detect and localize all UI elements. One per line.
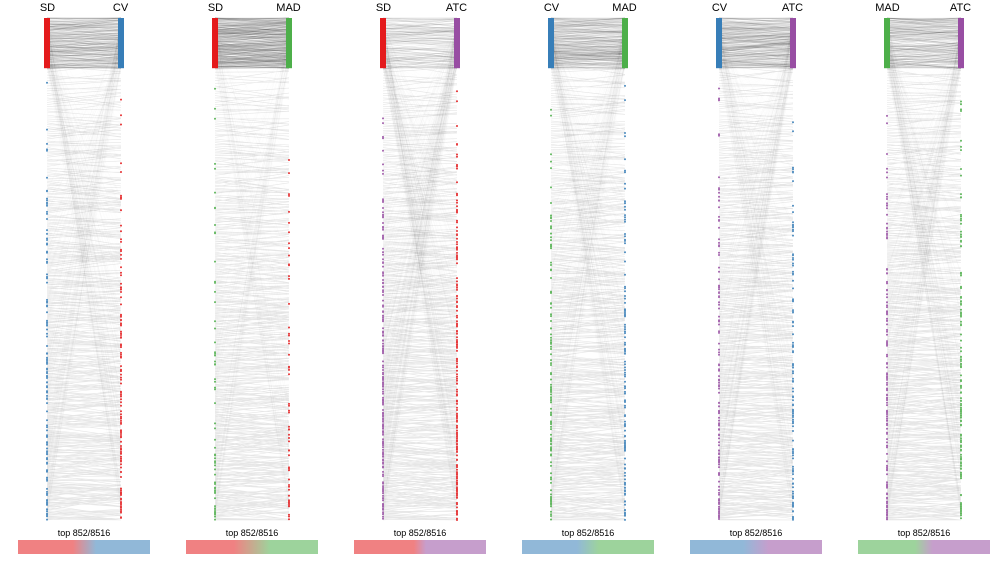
caption: top 852/8516 [505, 528, 671, 538]
tanglegram-svg [169, 0, 335, 560]
swatch-overlap [915, 540, 934, 554]
legend [354, 540, 487, 554]
tanglegram-svg [841, 0, 1007, 560]
swatch-atc [426, 540, 486, 554]
swatch-sd [186, 540, 234, 554]
caption: top 852/8516 [169, 528, 335, 538]
tanglegram-svg [505, 0, 671, 560]
panel-grid: SDCVtop 852/8516SDMADtop 852/8516SDATCto… [0, 0, 1008, 576]
swatch-sd [18, 540, 73, 554]
swatch-overlap [73, 540, 96, 554]
legend [858, 540, 991, 554]
tanglegram-svg [673, 0, 839, 560]
tanglegram-svg [337, 0, 503, 560]
caption: top 852/8516 [1, 528, 167, 538]
swatch-overlap [577, 540, 598, 554]
tanglegram-svg [1, 0, 167, 560]
swatch-mad [270, 540, 318, 554]
swatch-overlap [234, 540, 271, 554]
swatch-cv [690, 540, 743, 554]
legend [18, 540, 151, 554]
panel-cv-atc: CVATCtop 852/8516 [673, 0, 839, 560]
swatch-cv [522, 540, 578, 554]
panel-cv-mad: CVMADtop 852/8516 [505, 0, 671, 560]
caption: top 852/8516 [841, 528, 1007, 538]
swatch-sd [354, 540, 414, 554]
swatch-mad [858, 540, 915, 554]
caption: top 852/8516 [673, 528, 839, 538]
legend [690, 540, 823, 554]
swatch-overlap [414, 540, 427, 554]
caption: top 852/8516 [337, 528, 503, 538]
swatch-mad [599, 540, 655, 554]
swatch-atc [933, 540, 990, 554]
panel-sd-atc: SDATCtop 852/8516 [337, 0, 503, 560]
legend [186, 540, 319, 554]
swatch-overlap [743, 540, 769, 554]
panel-mad-atc: MADATCtop 852/8516 [841, 0, 1007, 560]
swatch-cv [96, 540, 151, 554]
legend [522, 540, 655, 554]
swatch-atc [769, 540, 822, 554]
panel-sd-cv: SDCVtop 852/8516 [1, 0, 167, 560]
panel-sd-mad: SDMADtop 852/8516 [169, 0, 335, 560]
